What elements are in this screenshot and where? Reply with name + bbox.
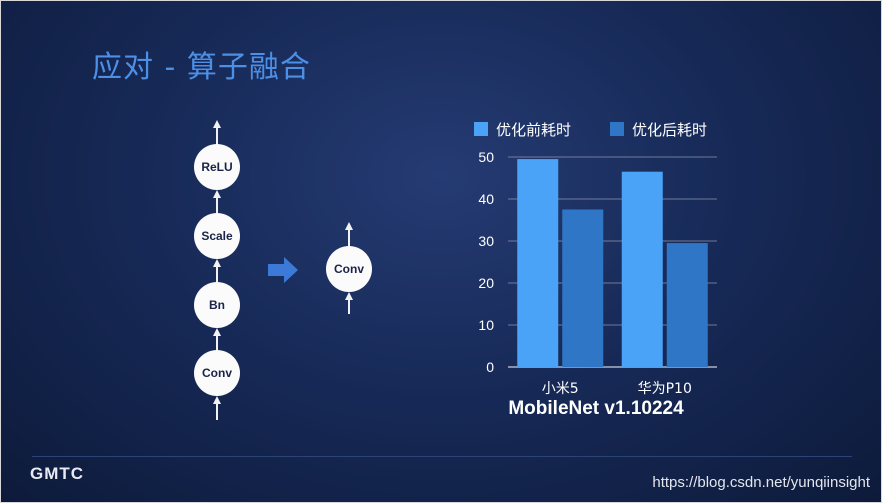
bar-0-0 xyxy=(517,159,559,367)
bar-1-1 xyxy=(666,243,708,367)
chart-caption: MobileNet v1.10224 xyxy=(508,398,684,419)
fused-arrow-out-shaft xyxy=(348,228,350,248)
node-fused-conv: Conv xyxy=(326,246,372,292)
node-scale: Scale xyxy=(194,213,240,259)
chain-arrow-bn-scale-head xyxy=(213,259,221,267)
y-tick-label: 20 xyxy=(478,275,494,291)
footer-divider xyxy=(32,456,852,457)
chart-y-ticks: 0 10 20 30 40 50 xyxy=(478,149,494,375)
y-tick-label: 10 xyxy=(478,317,494,333)
slide-title: 应对 - 算子融合 xyxy=(92,50,311,85)
node-conv: Conv xyxy=(194,350,240,396)
chain-arrow-top-shaft xyxy=(216,126,218,152)
y-tick-label: 30 xyxy=(478,233,494,249)
chain-arrow-bn-scale-shaft xyxy=(216,265,218,283)
x-tick-label: 小米5 xyxy=(542,381,579,395)
fused-arrow-out-head xyxy=(345,222,353,230)
node-bn: Bn xyxy=(194,282,240,328)
legend-label-1: 优化后耗时 xyxy=(632,121,707,139)
y-tick-label: 50 xyxy=(478,149,494,165)
fused-arrow-in-head xyxy=(345,292,353,300)
y-tick-label: 40 xyxy=(478,191,494,207)
chain-arrow-top-head xyxy=(213,120,221,128)
legend-label-0: 优化前耗时 xyxy=(496,121,571,139)
chain-arrow-conv-bn-shaft xyxy=(216,334,218,352)
node-relu: ReLU xyxy=(194,144,240,190)
bar-1-0 xyxy=(621,171,663,367)
chain-arrow-scale-relu-shaft xyxy=(216,196,218,214)
chart-legend: 优化前耗时 优化后耗时 xyxy=(474,121,707,139)
chain-arrow-conv-bn-head xyxy=(213,328,221,336)
gmtc-logo: GMTC xyxy=(30,464,85,483)
chart-bars xyxy=(517,159,708,367)
fusion-arrow-icon xyxy=(268,257,298,283)
bar-chart: 优化前耗时 优化后耗时 0 10 20 30 40 50 小米5 华为P10 xyxy=(474,121,717,395)
x-tick-label: 华为P10 xyxy=(638,381,692,395)
chain-arrow-scale-relu-head xyxy=(213,190,221,198)
chart-x-ticks: 小米5 华为P10 xyxy=(542,381,692,395)
chain-arrow-input-head xyxy=(213,396,221,404)
y-tick-label: 0 xyxy=(486,359,494,375)
chain-arrow-input-shaft xyxy=(216,402,218,420)
bar-0-1 xyxy=(562,209,604,367)
legend-swatch-0 xyxy=(474,122,488,136)
fused-arrow-in-shaft xyxy=(348,298,350,314)
watermark-url: https://blog.csdn.net/yunqiinsight xyxy=(652,474,870,491)
legend-swatch-1 xyxy=(610,122,624,136)
